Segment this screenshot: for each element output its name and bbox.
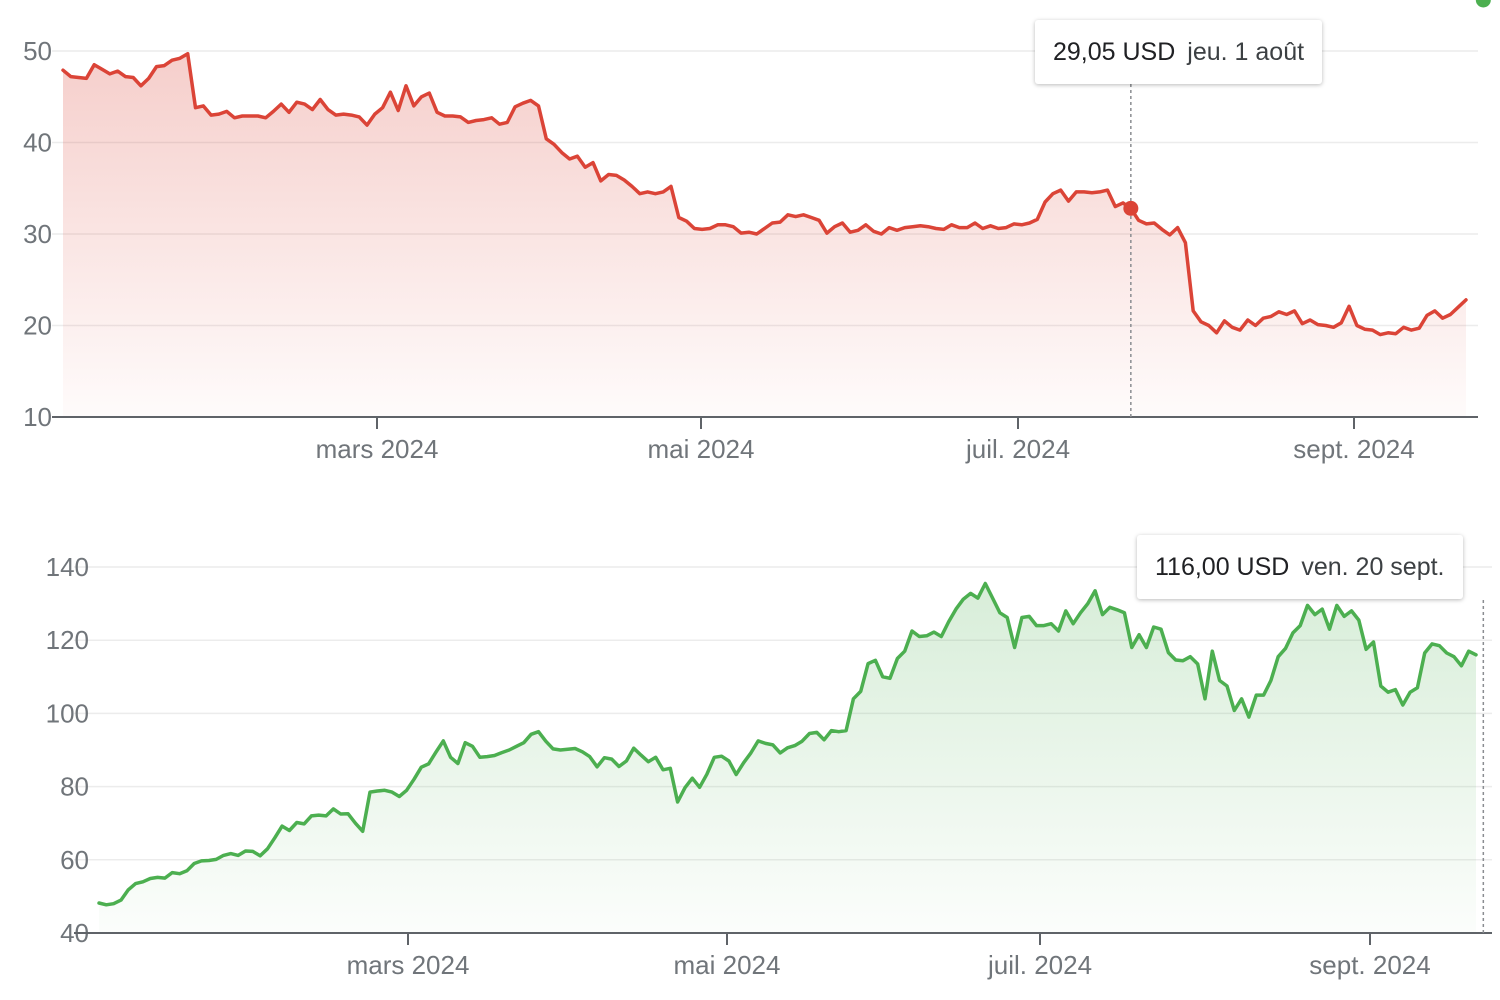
price-chart-1[interactable]: 50 40 30 20 10 mars 2024 mai 2024 juil. 2024 sep… xyxy=(23,36,1478,464)
y-tick-label: 80 xyxy=(60,772,89,802)
x-tick-label: mai 2024 xyxy=(648,434,755,464)
x-tick-label: mai 2024 xyxy=(674,950,781,980)
area-fill xyxy=(63,53,1466,417)
y-tick-label: 140 xyxy=(46,552,89,582)
tooltip-date: ven. 20 sept. xyxy=(1301,553,1445,581)
x-tick-label: sept. 2024 xyxy=(1309,950,1430,980)
tooltip-price: 116,00 USD xyxy=(1155,553,1290,581)
tooltip-price: 29,05 USD xyxy=(1053,38,1176,66)
x-tick-label: juil. 2024 xyxy=(965,434,1070,464)
y-tick-label: 100 xyxy=(46,698,89,728)
x-tick-label: sept. 2024 xyxy=(1293,434,1414,464)
y-tick-label: 30 xyxy=(23,219,52,249)
hover-marker xyxy=(1123,200,1139,216)
area-fill xyxy=(99,583,1476,933)
price-tooltip: 29,05 USD jeu. 1 août xyxy=(1035,20,1323,84)
price-tooltip: 116,00 USD ven. 20 sept. xyxy=(1137,535,1463,599)
x-tick-label: mars 2024 xyxy=(316,434,439,464)
tooltip-date: jeu. 1 août xyxy=(1187,38,1305,66)
x-tick-label: juil. 2024 xyxy=(987,950,1092,980)
price-line xyxy=(97,581,1478,907)
y-tick-label: 10 xyxy=(23,402,52,432)
price-line xyxy=(61,51,1468,337)
y-tick-label: 20 xyxy=(23,311,52,341)
hover-marker xyxy=(1475,0,1491,8)
y-tick-label: 50 xyxy=(23,36,52,66)
y-tick-label: 60 xyxy=(60,845,89,875)
x-tick-label: mars 2024 xyxy=(347,950,470,980)
y-tick-label: 120 xyxy=(46,625,89,655)
y-tick-label: 40 xyxy=(23,128,52,158)
